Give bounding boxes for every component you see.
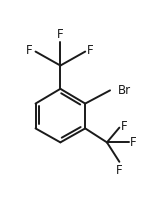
Text: F: F bbox=[130, 136, 137, 149]
Text: F: F bbox=[121, 120, 128, 133]
Text: F: F bbox=[26, 44, 32, 57]
Text: Br: Br bbox=[118, 84, 131, 97]
Text: F: F bbox=[57, 29, 64, 41]
Text: F: F bbox=[87, 44, 93, 57]
Text: F: F bbox=[116, 164, 123, 177]
